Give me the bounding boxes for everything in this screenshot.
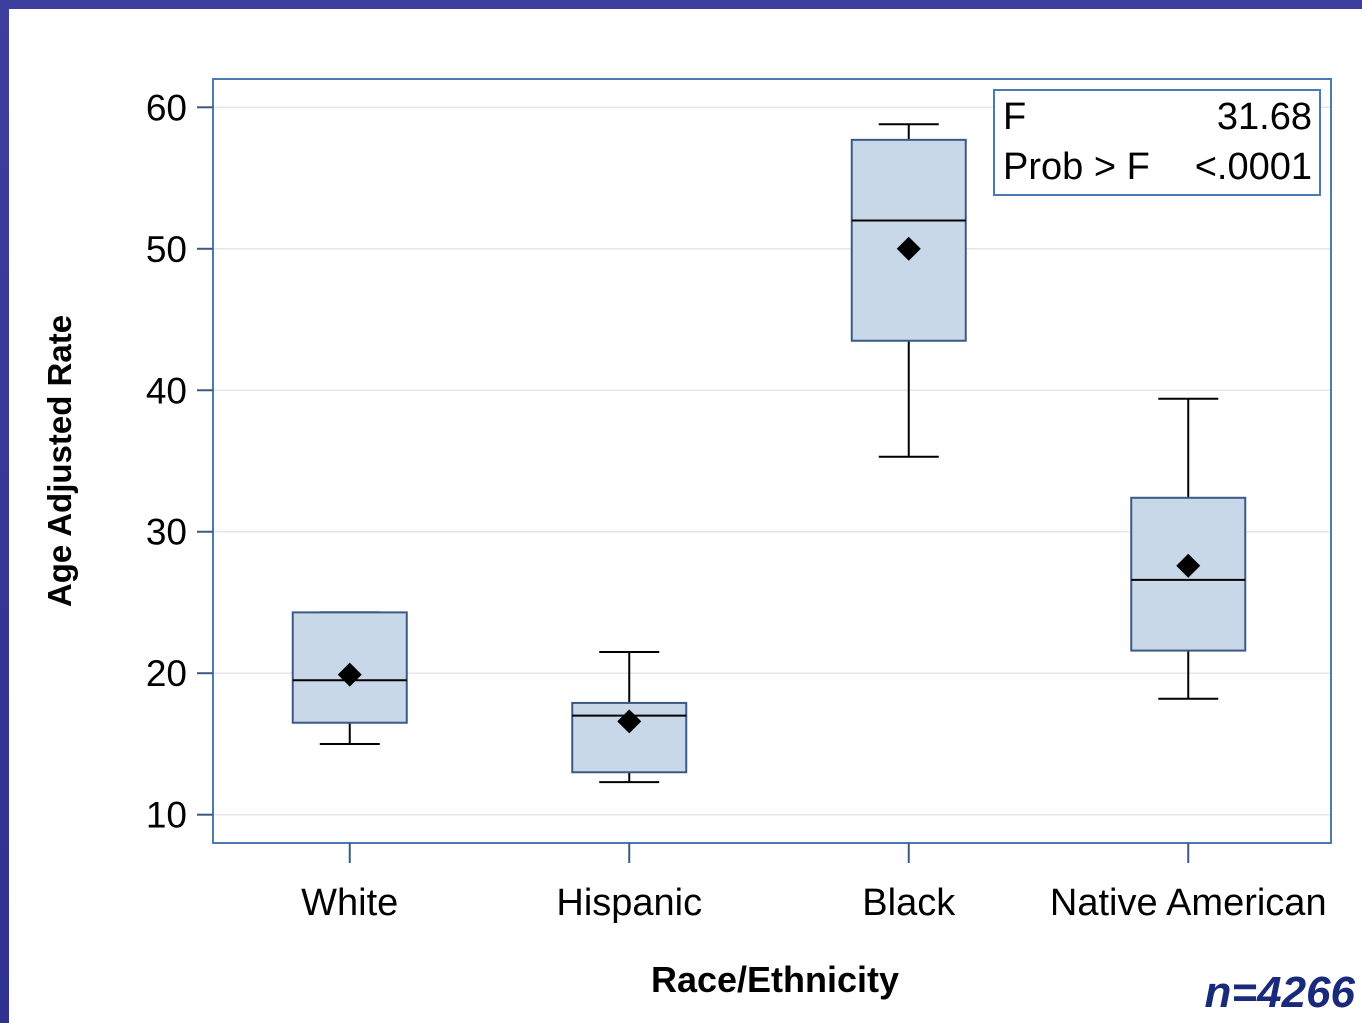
mean-marker [1176, 553, 1201, 578]
y-tick-label: 10 [146, 795, 187, 836]
stats-f-label: F [1003, 96, 1026, 138]
box-plot-native-american [1130, 397, 1247, 700]
stats-f-value: 31.68 [1217, 96, 1312, 138]
stats-inset: F 31.68 Prob > F <.0001 [993, 89, 1321, 196]
y-tick-label: 50 [146, 229, 187, 270]
stats-prob-label: Prob > F [1003, 146, 1150, 188]
stats-prob-value: <.0001 [1195, 146, 1312, 188]
plot-area-frame [212, 78, 1332, 844]
box-plot-black [850, 123, 967, 458]
x-tick-label: Native American [1050, 882, 1327, 924]
box-series [291, 123, 1247, 784]
mean-marker [617, 709, 642, 734]
y-tick-label: 40 [146, 370, 187, 411]
x-tick-label: Hispanic [556, 882, 702, 924]
x-axis: White Hispanic Black Native American [301, 843, 1327, 924]
y-tick-label: 30 [146, 512, 187, 553]
stats-inset-box [993, 89, 1321, 196]
box-plot-hispanic [571, 651, 688, 784]
box-plot-chart: 10 20 30 40 50 60 White Hispanic Black Native Am… [41, 78, 1356, 1017]
x-tick-label: Black [862, 882, 956, 924]
y-axis: 10 20 30 40 50 60 [146, 87, 213, 836]
y-axis-title: Age Adjusted Rate [41, 315, 78, 607]
x-tick-label: White [301, 882, 398, 924]
mean-marker [896, 236, 921, 261]
sample-size-note: n=4266 [1205, 968, 1356, 1017]
y-tick-label: 60 [146, 87, 187, 128]
chart-canvas: 10 20 30 40 50 60 White Hispanic Black Native Am… [9, 9, 1362, 1023]
x-axis-title: Race/Ethnicity [651, 959, 899, 1000]
mean-marker [337, 662, 362, 687]
box-plot-white [291, 611, 408, 745]
y-tick-label: 20 [146, 653, 187, 694]
